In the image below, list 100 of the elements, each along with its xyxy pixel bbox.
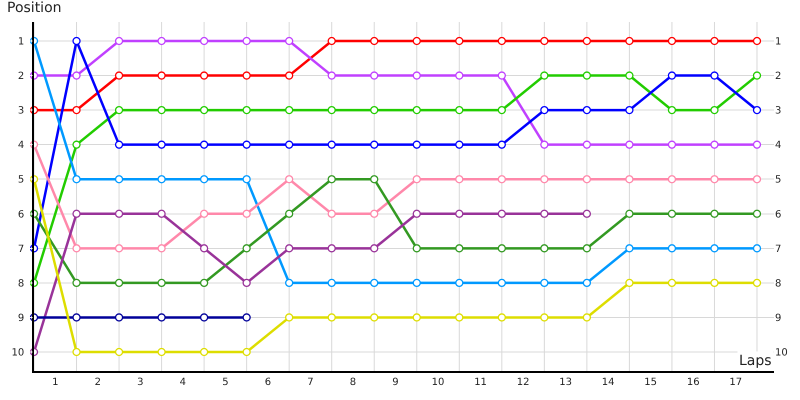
point [285, 106, 294, 114]
y-tick-label: 5 [18, 174, 24, 186]
point [114, 278, 124, 288]
x-tick-label: 5 [222, 376, 229, 388]
point [157, 348, 166, 356]
point [625, 106, 634, 114]
point [72, 313, 81, 322]
point [370, 36, 378, 46]
y-axis-title: Position [7, 0, 62, 16]
y-tick-label: 10 [12, 348, 24, 358]
point [710, 175, 719, 184]
point [200, 140, 208, 149]
point [455, 313, 464, 322]
point [72, 71, 81, 80]
point [157, 313, 166, 322]
point [582, 210, 592, 218]
point [200, 175, 208, 184]
point [582, 313, 592, 322]
point [285, 36, 294, 46]
point [540, 71, 548, 80]
point [114, 313, 124, 322]
point [200, 71, 208, 80]
y-tick-label: 1 [18, 36, 24, 48]
point [498, 71, 506, 80]
y2-tick-label: 6 [775, 209, 782, 220]
y-tick-label: 3 [18, 106, 24, 117]
x-tick-label: 10 [432, 376, 444, 388]
y-tick-label: 6 [18, 209, 24, 220]
x-tick-label: 8 [350, 376, 356, 388]
y2-tick-label: 4 [775, 140, 782, 152]
point [455, 71, 464, 80]
point [200, 244, 208, 252]
point [752, 71, 762, 80]
point [498, 36, 506, 46]
point [498, 313, 506, 322]
point [668, 71, 676, 80]
x-tick-label: 17 [729, 376, 742, 388]
y2-tick-label: 9 [775, 312, 782, 324]
point [540, 210, 548, 218]
point [242, 244, 251, 252]
point [582, 140, 592, 149]
point [72, 140, 81, 149]
x-tick-label: 7 [307, 376, 314, 388]
y-tick-label: 2 [18, 71, 24, 82]
point [285, 278, 294, 288]
point [625, 71, 634, 80]
point [625, 175, 634, 184]
point [157, 71, 166, 80]
point [370, 175, 378, 184]
x-tick-label: 15 [644, 376, 658, 388]
point [242, 140, 251, 149]
y-tick-label: 7 [18, 244, 24, 255]
point [72, 175, 81, 184]
point [668, 140, 676, 149]
point [668, 244, 676, 252]
point [412, 278, 421, 288]
point [200, 313, 208, 322]
point [114, 71, 124, 80]
point [242, 175, 251, 184]
point [72, 106, 81, 114]
point [157, 175, 166, 184]
x-tick-label: 9 [392, 376, 399, 388]
point [370, 210, 378, 218]
x-tick-label: 6 [264, 376, 272, 388]
point [625, 244, 634, 252]
point [242, 36, 251, 46]
point [285, 175, 294, 184]
x-tick-label: 4 [180, 376, 186, 388]
point [328, 175, 336, 184]
point [582, 106, 592, 114]
point [200, 106, 208, 114]
point [582, 175, 592, 184]
point [455, 210, 464, 218]
point [455, 244, 464, 252]
point [72, 348, 81, 356]
point [582, 36, 592, 46]
x-tick-label: 2 [94, 376, 101, 388]
point [668, 278, 676, 288]
point [668, 106, 676, 114]
point [625, 278, 634, 288]
point [370, 140, 378, 149]
point [200, 278, 208, 288]
y2-tick-label: 7 [775, 244, 782, 255]
point [285, 244, 294, 252]
point [72, 244, 81, 252]
x-tick-label: 1 [52, 376, 58, 388]
point [328, 106, 336, 114]
point [412, 210, 421, 218]
point [540, 313, 548, 322]
point [710, 278, 719, 288]
point [455, 175, 464, 184]
point [328, 313, 336, 322]
x-tick-label: 13 [559, 376, 572, 388]
point [455, 36, 464, 46]
point [370, 71, 378, 80]
point [498, 140, 506, 149]
point [242, 71, 251, 80]
point [157, 278, 166, 288]
point [242, 278, 251, 288]
point [540, 278, 548, 288]
